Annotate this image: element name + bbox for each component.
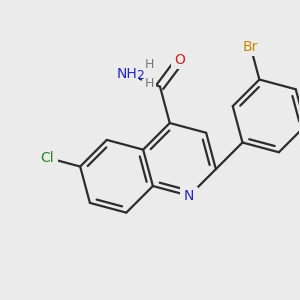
FancyBboxPatch shape <box>37 149 58 167</box>
Text: N: N <box>184 189 194 203</box>
FancyBboxPatch shape <box>116 65 139 83</box>
Text: 2: 2 <box>136 70 144 83</box>
Text: Br: Br <box>243 40 258 54</box>
FancyBboxPatch shape <box>142 77 156 91</box>
FancyBboxPatch shape <box>240 38 262 56</box>
Text: H: H <box>145 58 154 70</box>
Text: O: O <box>175 53 186 67</box>
FancyBboxPatch shape <box>171 51 189 69</box>
Text: NH: NH <box>117 67 138 81</box>
FancyBboxPatch shape <box>142 57 156 71</box>
Text: H: H <box>145 77 154 90</box>
Text: Cl: Cl <box>40 151 54 165</box>
FancyBboxPatch shape <box>180 187 198 205</box>
